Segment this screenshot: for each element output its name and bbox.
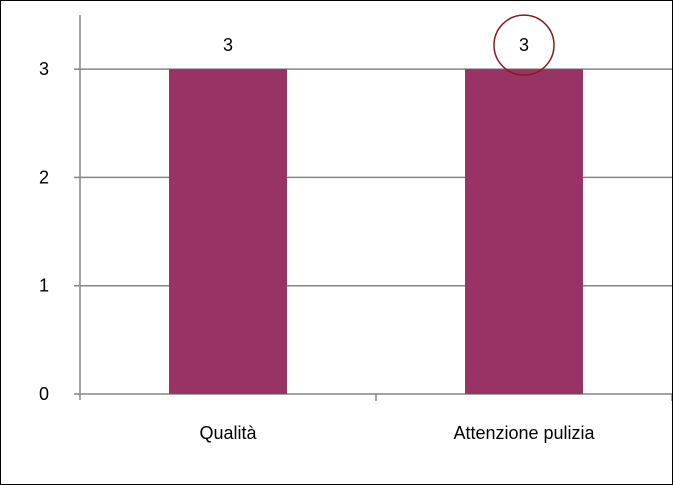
- bar-2: [465, 69, 583, 395]
- gridlines: [80, 68, 672, 287]
- bars: [169, 69, 583, 395]
- y-tick-label: 1: [39, 276, 49, 296]
- x-tick-labels: Qualità Attenzione pulizia: [199, 423, 595, 443]
- data-label: 3: [223, 35, 233, 55]
- y-tick-label: 0: [39, 384, 49, 404]
- y-tick-labels: 0 1 2 3: [39, 59, 49, 404]
- data-label: 3: [519, 35, 529, 55]
- y-tick-label: 2: [39, 167, 49, 187]
- highlight-circle: [493, 14, 555, 76]
- y-tick-label: 3: [39, 59, 49, 79]
- x-tick-label: Qualità: [199, 423, 257, 443]
- bar-1: [169, 69, 287, 395]
- x-tick-label: Attenzione pulizia: [453, 423, 595, 443]
- annotations: [493, 14, 555, 76]
